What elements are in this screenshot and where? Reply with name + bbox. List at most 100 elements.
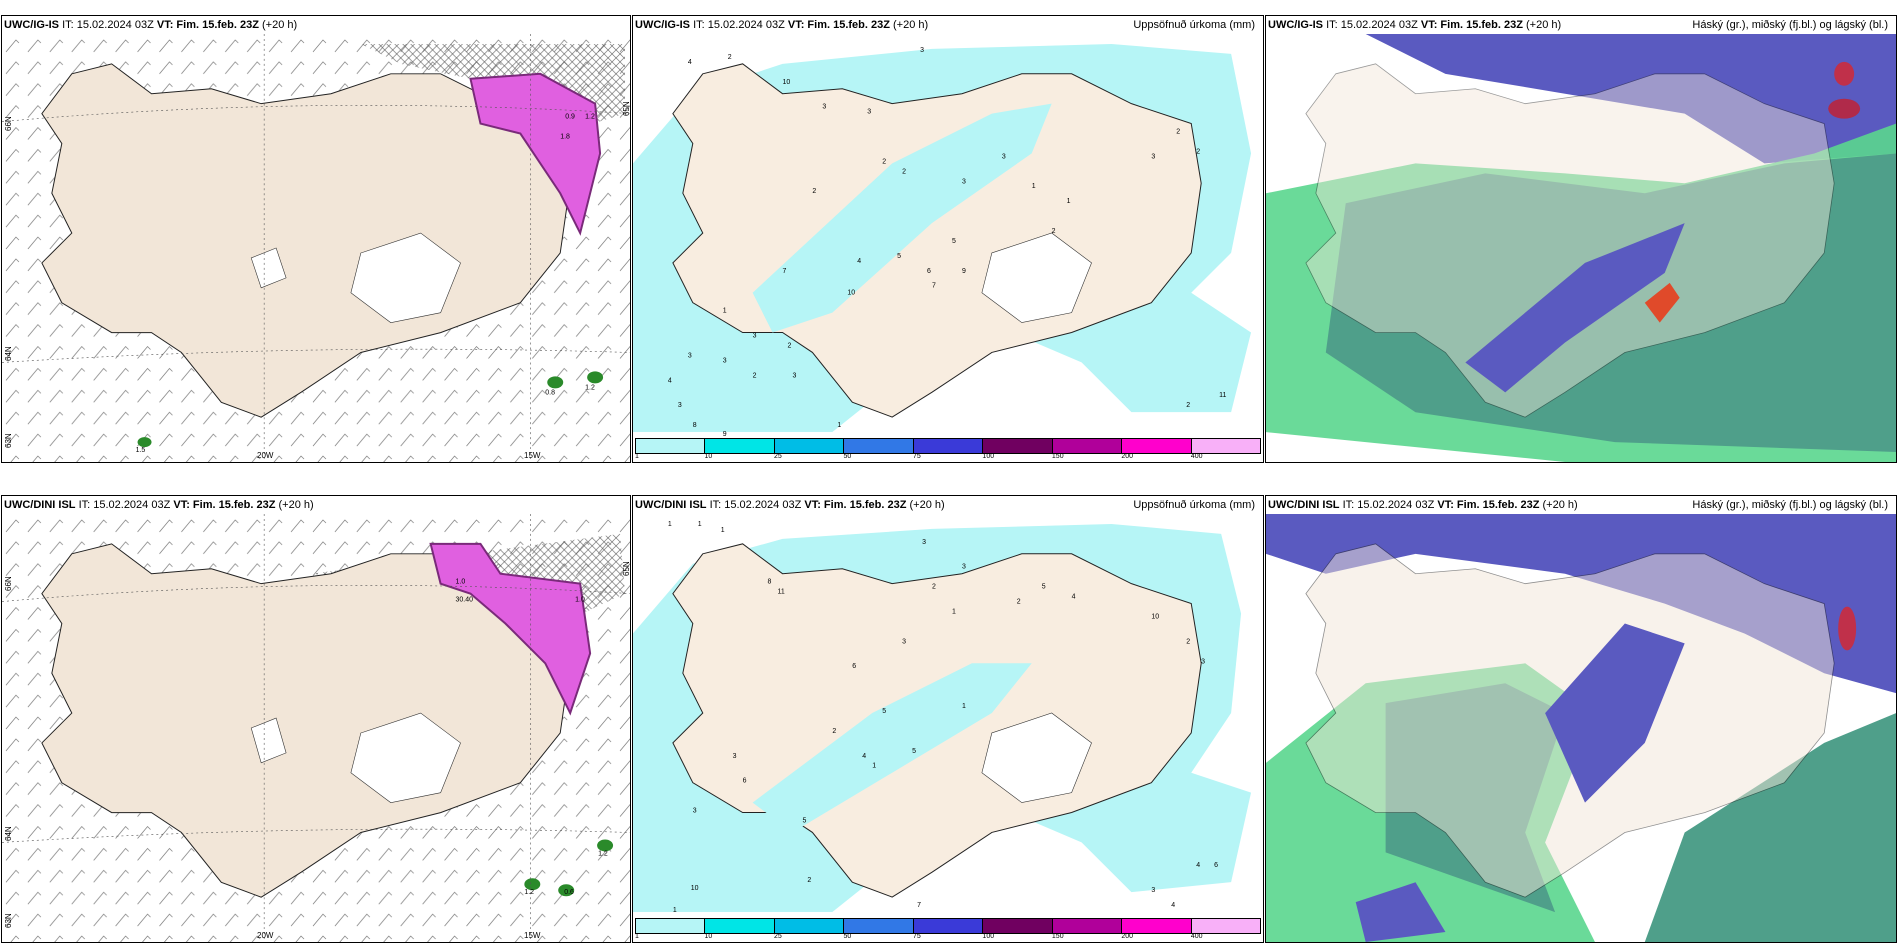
- high-cloud-streak: [1545, 623, 1685, 803]
- precip-value-label: 4: [1196, 862, 1200, 869]
- lat-label: 63N: [4, 913, 13, 928]
- scale-tick: 25: [773, 933, 782, 940]
- precip-value-label: 3: [867, 109, 871, 116]
- cloud-map: [1266, 514, 1896, 942]
- precip-value-label: 5: [882, 708, 886, 715]
- precip-value-label: 2: [932, 584, 936, 591]
- valid-time-label: VT:: [156, 19, 174, 31]
- precip-value-label: 2: [882, 158, 886, 165]
- valid-time: Fim. 15.feb. 23Z: [1456, 499, 1540, 511]
- precip-value-label: 4: [862, 753, 866, 760]
- ice-spot-2: [558, 884, 575, 897]
- glacier-vatnajokull: [350, 712, 461, 803]
- init-time: IT: 15.02.2024 03Z: [693, 19, 785, 31]
- precip-value-label: 3: [922, 539, 926, 546]
- ice-label: 1.2: [585, 384, 595, 391]
- scale-tick: 75: [912, 453, 921, 460]
- lead-time: (+20 h): [1526, 19, 1562, 31]
- valid-time-label: VT:: [1420, 19, 1438, 31]
- graticule: [2, 34, 630, 462]
- precip-band: [752, 663, 1032, 833]
- precip-value-label: 6: [1214, 862, 1218, 869]
- high-cloud-cell: [1838, 606, 1857, 651]
- precip-value-label: 3: [822, 104, 826, 111]
- precip-value-label: 6: [927, 268, 931, 275]
- glacier-langjokull: [250, 717, 287, 764]
- precip-value-label: 10: [783, 79, 791, 86]
- precip-map: 4 2 3 10 3 3 2 2 3 2 1 1 2 3 4 5 7 9 10 …: [633, 34, 1263, 436]
- precip-value-label: 4: [668, 377, 672, 384]
- scale-bar: [635, 918, 1261, 934]
- precip-color-scale: 1 10 25 50 75 100 150 200 400: [633, 436, 1263, 462]
- precip-color-scale: 1 10 25 50 75 100 150 200 400: [633, 916, 1263, 942]
- precip-value-label: 8: [768, 579, 772, 586]
- valid-time: Fim. 15.feb. 23Z: [823, 499, 907, 511]
- ice-accretion-area: [429, 542, 592, 716]
- map-panel-top-right: UWC/IG-IS IT: 15.02.2024 03Z VT: Fim. 15…: [1265, 15, 1897, 463]
- iceland-land: [672, 63, 1202, 418]
- lead-time: (+20 h): [1542, 499, 1578, 511]
- precip-value-label: 3: [962, 564, 966, 571]
- valid-time-label: VT:: [173, 499, 190, 511]
- precip-value-label: 3: [723, 357, 727, 364]
- precip-value-label: 3: [920, 47, 924, 54]
- precip-value-label: 2: [807, 877, 811, 884]
- ice-label: 1.5: [136, 447, 146, 454]
- precip-value-label: 7: [783, 268, 787, 275]
- convective-core: [1644, 282, 1680, 323]
- scale-tick: 1: [635, 933, 639, 940]
- scale-tick: 200: [1121, 453, 1134, 460]
- map-title: Háský (gr.), miðský (fj.bl.) og lágský (…: [1692, 19, 1888, 31]
- high-cloud-cell: [1828, 98, 1861, 119]
- map-title: Uppsöfnuð úrkoma (mm): [1133, 499, 1255, 511]
- precip-value-label: 2: [1196, 148, 1200, 155]
- lead-time: (+20 h): [262, 19, 298, 31]
- valid-time: Fim. 15.feb. 23Z: [1440, 19, 1523, 31]
- precip-value-label: 5: [897, 253, 901, 260]
- model-name: UWC/IG-IS: [4, 19, 59, 31]
- precip-value-label: 2: [832, 728, 836, 735]
- init-time: IT: 15.02.2024 03Z: [62, 19, 154, 31]
- panel-header: UWC/DINI ISL IT: 15.02.2024 03Z VT: Fim.…: [633, 496, 1263, 514]
- ice-label: 1.0: [575, 597, 585, 604]
- map-panel-bottom-left: UWC/DINI ISL IT: 15.02.2024 03Z VT: Fim.…: [1, 495, 631, 943]
- precip-value-label: 3: [678, 402, 682, 409]
- ice-label: 0.6: [564, 889, 574, 896]
- precip-value-label: 8: [693, 422, 697, 429]
- ice-spot-1: [547, 376, 564, 389]
- map-title: Háský (gr.), miðský (fj.bl.) og lágský (…: [1692, 499, 1888, 511]
- precip-value-label: 10: [1151, 613, 1159, 620]
- scale-tick: 10: [704, 933, 713, 940]
- precip-value-label: 4: [1072, 594, 1076, 601]
- precip-value-label: 1: [962, 703, 966, 710]
- ice-spot-3: [137, 437, 152, 448]
- precip-value-label: 4: [688, 59, 692, 66]
- precip-value-label: 3: [792, 372, 796, 379]
- scale-tick: 400: [1190, 933, 1203, 940]
- init-time: IT: 15.02.2024 03Z: [709, 499, 802, 511]
- precip-value-label: 2: [1052, 228, 1056, 235]
- mid-cloud-band-east: [1644, 713, 1896, 942]
- valid-time-label: VT:: [787, 19, 805, 31]
- precip-value-label: 2: [1017, 599, 1021, 606]
- model-name: UWC/IG-IS: [1268, 19, 1323, 31]
- init-time: IT: 15.02.2024 03Z: [78, 499, 171, 511]
- ice-label: 1.2: [598, 850, 608, 857]
- precip-value-label: 11: [1219, 392, 1226, 399]
- high-cloud-patch-south: [1355, 882, 1446, 942]
- scale-bar: [635, 438, 1261, 454]
- lat-label: 63N: [4, 433, 13, 448]
- model-name: UWC/IG-IS: [635, 19, 690, 31]
- panel-header: UWC/IG-IS IT: 15.02.2024 03Z VT: Fim. 15…: [633, 16, 1263, 34]
- init-time: IT: 15.02.2024 03Z: [1326, 19, 1418, 31]
- valid-time: Fim. 15.feb. 23Z: [807, 19, 890, 31]
- iceland-land: [1305, 63, 1835, 418]
- precip-value-label: 2: [788, 342, 792, 349]
- scale-tick: 100: [982, 453, 995, 460]
- scale-tick: 150: [1051, 453, 1064, 460]
- scale-ticks: 1 10 25 50 75 100 150 200 400: [635, 453, 1261, 462]
- precip-value-label: 1: [723, 308, 727, 315]
- ice-label: 30.40: [456, 597, 474, 604]
- precip-value-label: 6: [852, 663, 856, 670]
- wind-ice-map: 0.8 1.2 1.5 0.9 1.2 1.8: [2, 34, 630, 462]
